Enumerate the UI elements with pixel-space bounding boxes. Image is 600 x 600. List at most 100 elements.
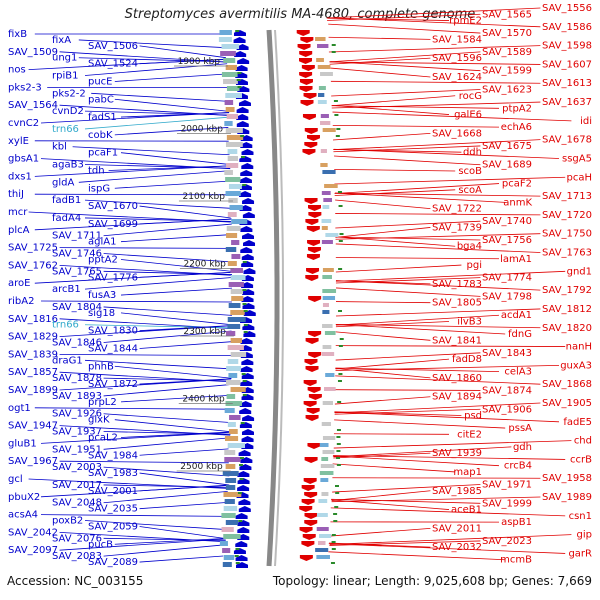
category-bar — [227, 422, 236, 427]
right-connector — [327, 13, 481, 21]
forward-strand-gene — [303, 478, 317, 484]
left-gene-label: pptA2 — [88, 254, 118, 265]
right-connector — [335, 367, 431, 379]
left-gene-label: SAV_2089 — [88, 557, 138, 568]
category-bar — [224, 121, 233, 126]
category-bar — [223, 492, 242, 497]
left-gene-label: ribA2 — [8, 296, 34, 307]
category-bar — [316, 513, 328, 517]
right-gene-label: SAV_1565 — [482, 9, 532, 20]
right-connector — [334, 192, 541, 197]
category-bar — [321, 240, 333, 244]
left-gene-label: ispG — [88, 183, 110, 194]
left-gene-label: SAV_1899 — [8, 385, 58, 396]
category-bar — [224, 408, 235, 413]
left-connector — [59, 354, 232, 357]
forward-strand-gene — [299, 79, 313, 85]
left-gene-label: SAV_1524 — [88, 59, 138, 70]
right-connector — [334, 402, 541, 414]
left-connector — [78, 57, 225, 63]
right-gene-label: scoB — [458, 166, 482, 177]
right-gene-label: bga4 — [457, 241, 482, 252]
left-gene-label: phhB — [88, 361, 114, 372]
left-gene-label: SAV_2035 — [88, 504, 138, 515]
gene-tick — [334, 114, 339, 116]
category-bar — [322, 205, 330, 209]
right-gene-label: fadD8 — [452, 354, 482, 365]
category-bar — [225, 128, 243, 133]
gene-tick — [235, 562, 240, 564]
forward-strand-gene — [304, 513, 318, 519]
category-bar — [319, 443, 329, 447]
right-connector — [335, 367, 500, 373]
left-connector — [34, 193, 232, 196]
category-bar — [226, 394, 236, 399]
category-bar — [230, 310, 245, 315]
left-gene-label: aroE — [8, 278, 30, 289]
category-bar — [225, 107, 235, 112]
reverse-strand-gene — [242, 233, 255, 239]
left-connector — [103, 306, 232, 316]
left-gene-label: SAV_1937 — [52, 427, 102, 438]
left-gene-label: SAV_2017 — [52, 480, 102, 491]
forward-strand-gene — [299, 506, 313, 512]
right-gene-label: SAV_1971 — [482, 479, 532, 490]
left-connector — [28, 58, 226, 70]
right-connector — [329, 61, 541, 65]
left-connector — [120, 394, 232, 403]
category-bar — [221, 72, 238, 77]
category-bar — [223, 58, 236, 63]
right-gene-label: SAV_1860 — [432, 373, 482, 384]
right-gene-label: guxA3 — [560, 360, 592, 371]
category-bar — [322, 345, 332, 349]
forward-strand-gene — [305, 366, 319, 372]
gene-tick — [242, 289, 247, 291]
right-connector — [329, 534, 572, 545]
right-gene-label: SAV_1985 — [432, 486, 482, 497]
category-bar — [226, 233, 238, 238]
forward-strand-gene — [306, 226, 320, 232]
right-gene-label: fdnG — [508, 329, 532, 340]
left-gene-label: gcl — [8, 474, 23, 485]
forward-strand-gene — [299, 58, 313, 64]
right-gene-label: ptpA2 — [502, 103, 532, 114]
gene-tick — [243, 331, 248, 333]
gene-tick — [234, 555, 239, 557]
left-connector — [59, 325, 232, 337]
ruler-label: 2400 kbp — [182, 395, 225, 405]
category-bar — [225, 65, 237, 70]
gene-tick — [335, 135, 340, 137]
left-gene-label: pabC — [88, 94, 114, 105]
category-bar — [320, 72, 333, 76]
gene-tick — [238, 520, 243, 522]
left-connector — [103, 413, 231, 423]
left-gene-label: agaB3 — [52, 160, 84, 171]
right-connector — [331, 490, 431, 501]
left-connector — [103, 223, 232, 237]
gene-tick — [337, 310, 342, 312]
left-gene-label: thiJ — [8, 189, 24, 200]
gene-tick — [243, 324, 248, 326]
right-gene-label: SAV_1999 — [482, 498, 532, 509]
left-connector — [103, 330, 232, 343]
right-connector — [335, 236, 481, 241]
gene-tick — [333, 100, 338, 102]
gene-tick — [337, 401, 342, 403]
forward-strand-gene — [303, 380, 317, 386]
right-gene-label: SAV_1586 — [542, 22, 592, 33]
right-connector — [335, 264, 462, 273]
left-gene-label: sig18 — [88, 308, 115, 319]
left-gene-label: SAV_1670 — [88, 201, 138, 212]
forward-strand-gene — [306, 135, 320, 141]
right-gene-label: SAV_1637 — [542, 97, 592, 108]
category-bar — [318, 93, 325, 97]
category-bar — [319, 471, 334, 475]
gene-tick — [334, 506, 339, 508]
category-bar — [324, 184, 338, 188]
gene-tick — [338, 373, 343, 375]
right-connector — [328, 36, 431, 40]
right-gene-label: SAV_1841 — [432, 335, 482, 346]
left-gene-label: SAV_1951 — [52, 444, 102, 455]
right-connector — [330, 507, 566, 517]
